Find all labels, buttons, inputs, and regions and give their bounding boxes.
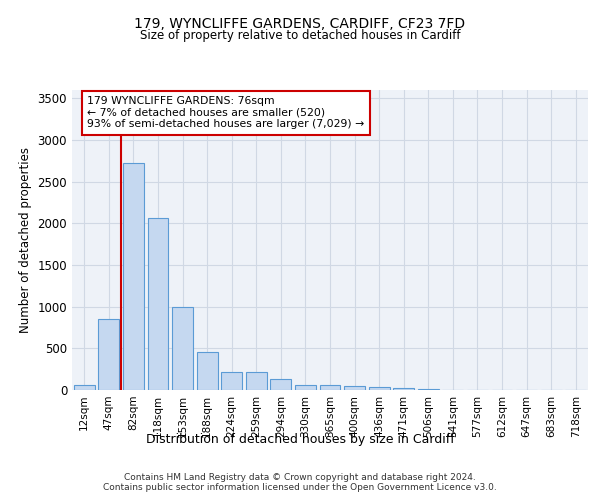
Text: Contains public sector information licensed under the Open Government Licence v3: Contains public sector information licen… [103, 482, 497, 492]
Bar [172, 306, 193, 390]
Bar [344, 386, 365, 390]
Bar [197, 352, 218, 390]
Bar [246, 372, 267, 390]
Bar [123, 164, 144, 390]
Text: Size of property relative to detached houses in Cardiff: Size of property relative to detached ho… [140, 28, 460, 42]
Bar [393, 388, 414, 390]
Bar [295, 384, 316, 390]
Bar [418, 389, 439, 390]
Bar [320, 386, 340, 390]
Bar [368, 387, 389, 390]
Bar [221, 372, 242, 390]
Bar [148, 218, 169, 390]
Bar [271, 379, 292, 390]
Text: 179 WYNCLIFFE GARDENS: 76sqm
← 7% of detached houses are smaller (520)
93% of se: 179 WYNCLIFFE GARDENS: 76sqm ← 7% of det… [88, 96, 365, 129]
Text: Contains HM Land Registry data © Crown copyright and database right 2024.: Contains HM Land Registry data © Crown c… [124, 472, 476, 482]
Bar [74, 385, 95, 390]
Text: Distribution of detached houses by size in Cardiff: Distribution of detached houses by size … [146, 432, 454, 446]
Text: 179, WYNCLIFFE GARDENS, CARDIFF, CF23 7FD: 179, WYNCLIFFE GARDENS, CARDIFF, CF23 7F… [134, 18, 466, 32]
Bar [98, 319, 119, 390]
Y-axis label: Number of detached properties: Number of detached properties [19, 147, 32, 333]
